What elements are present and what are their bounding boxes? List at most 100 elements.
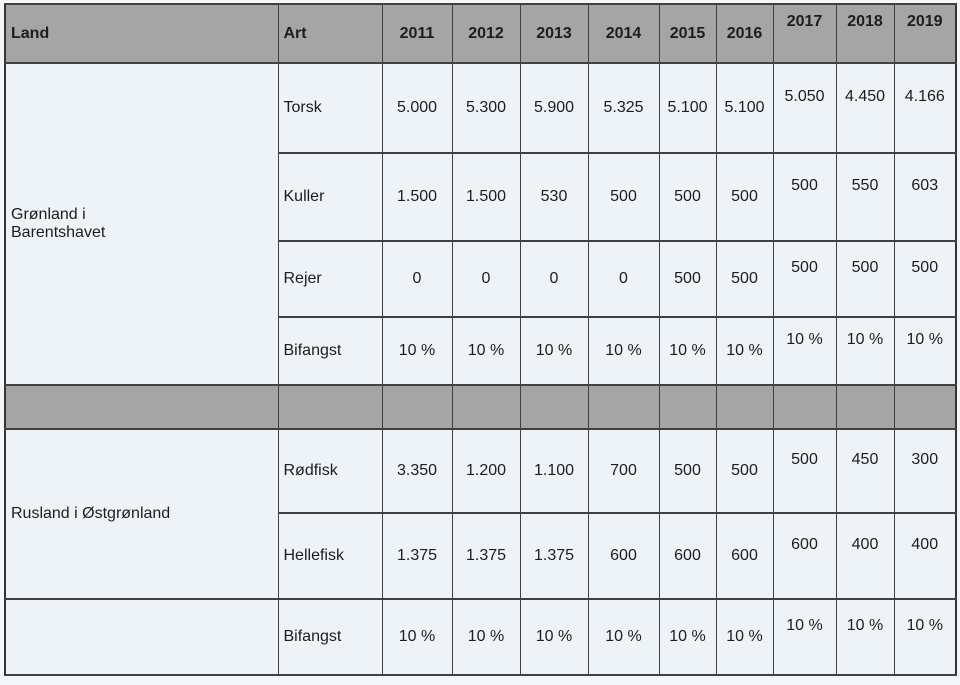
art-cell: Rejer [277, 240, 383, 318]
value-cell: 600 [772, 512, 837, 600]
column-header-2019: 2019 [893, 3, 957, 64]
value-cell: 1.375 [519, 512, 589, 600]
value-cell: 10 % [835, 598, 895, 676]
separator-cell [658, 384, 717, 430]
value-cell: 10 % [381, 598, 453, 676]
value-cell: 600 [715, 512, 774, 600]
value-cell: 10 % [835, 316, 895, 386]
column-header-2013: 2013 [519, 3, 589, 64]
land-cell-empty [4, 598, 279, 676]
value-cell: 500 [658, 240, 717, 318]
value-cell: 500 [772, 152, 837, 242]
value-cell: 10 % [715, 598, 774, 676]
value-cell: 500 [715, 240, 774, 318]
value-cell: 10 % [715, 316, 774, 386]
value-cell: 1.375 [451, 512, 521, 600]
row-torsk: Grønland i Barentshavet Torsk 5.000 5.30… [4, 62, 957, 386]
value-cell: 1.375 [381, 512, 453, 600]
column-header-2012: 2012 [451, 3, 521, 64]
column-header-2016: 2016 [715, 3, 774, 64]
value-cell: 500 [772, 428, 837, 514]
value-cell: 5.050 [772, 62, 837, 154]
value-cell: 500 [587, 152, 660, 242]
value-cell: 10 % [451, 316, 521, 386]
art-cell: Hellefisk [277, 512, 383, 600]
value-cell: 500 [715, 428, 774, 514]
value-cell: 450 [835, 428, 895, 514]
value-cell: 500 [772, 240, 837, 318]
separator-cell [451, 384, 521, 430]
separator-cell [277, 384, 383, 430]
value-cell: 0 [451, 240, 521, 318]
value-cell: 10 % [772, 598, 837, 676]
column-header-2015: 2015 [658, 3, 717, 64]
value-cell: 10 % [451, 598, 521, 676]
value-cell: 4.166 [893, 62, 957, 154]
column-header-2011: 2011 [381, 3, 453, 64]
row-rodfisk: Rusland i Østgrønland Rødfisk 3.350 1.20… [4, 428, 957, 600]
separator-cell [4, 384, 279, 430]
value-cell: 1.500 [381, 152, 453, 242]
value-cell: 500 [658, 428, 717, 514]
art-cell: Bifangst [277, 316, 383, 386]
separator-cell [835, 384, 895, 430]
value-cell: 400 [835, 512, 895, 600]
column-header-2014: 2014 [587, 3, 660, 64]
value-cell: 500 [715, 152, 774, 242]
art-cell: Bifangst [277, 598, 383, 676]
separator-cell [893, 384, 957, 430]
value-cell: 500 [658, 152, 717, 242]
art-cell: Kuller [277, 152, 383, 242]
land-cell-gronland-barentshavet: Grønland i Barentshavet [4, 62, 279, 386]
separator-cell [587, 384, 660, 430]
column-header-2017: 2017 [772, 3, 837, 64]
column-header-land: Land [4, 3, 279, 64]
value-cell: 1.500 [451, 152, 521, 242]
value-cell: 5.100 [658, 62, 717, 154]
art-cell: Torsk [277, 62, 383, 154]
row-bifangst-rusland: Bifangst 10 % 10 % 10 % 10 % 10 % 10 % 1… [4, 598, 957, 676]
land-cell-rusland-ostgronland: Rusland i Østgrønland [4, 428, 279, 600]
separator-cell [381, 384, 453, 430]
value-cell: 0 [587, 240, 660, 318]
value-cell: 0 [381, 240, 453, 318]
column-header-art: Art [277, 3, 383, 64]
value-cell: 10 % [658, 316, 717, 386]
value-cell: 700 [587, 428, 660, 514]
value-cell: 603 [893, 152, 957, 242]
value-cell: 500 [835, 240, 895, 318]
value-cell: 400 [893, 512, 957, 600]
quota-table: Land Art 2011 2012 2013 2014 2015 2016 2… [4, 3, 957, 676]
value-cell: 5.900 [519, 62, 589, 154]
value-cell: 5.325 [587, 62, 660, 154]
value-cell: 3.350 [381, 428, 453, 514]
value-cell: 1.200 [451, 428, 521, 514]
value-cell: 500 [893, 240, 957, 318]
value-cell: 600 [587, 512, 660, 600]
value-cell: 1.100 [519, 428, 589, 514]
row-bifangst-gronland: Bifangst 10 % 10 % 10 % 10 % 10 % 10 % 1… [5, 316, 957, 386]
separator-cell [519, 384, 589, 430]
value-cell: 550 [835, 152, 895, 242]
value-cell: 5.100 [715, 62, 774, 154]
value-cell: 530 [519, 152, 589, 242]
header-row: Land Art 2011 2012 2013 2014 2015 2016 2… [4, 3, 957, 64]
value-cell: 10 % [893, 598, 957, 676]
value-cell: 10 % [519, 316, 589, 386]
value-cell: 5.300 [451, 62, 521, 154]
value-cell: 10 % [519, 598, 589, 676]
separator-cell [715, 384, 774, 430]
value-cell: 600 [658, 512, 717, 600]
value-cell: 5.000 [381, 62, 453, 154]
row-hellefisk: Hellefisk 1.375 1.375 1.375 600 600 600 … [5, 512, 957, 600]
value-cell: 10 % [587, 598, 660, 676]
separator-row [4, 384, 957, 430]
separator-cell [772, 384, 837, 430]
value-cell: 10 % [587, 316, 660, 386]
column-header-2018: 2018 [835, 3, 895, 64]
value-cell: 4.450 [835, 62, 895, 154]
row-kuller: Kuller 1.500 1.500 530 500 500 500 500 5… [5, 152, 957, 242]
row-rejer: Rejer 0 0 0 0 500 500 500 500 500 [5, 240, 957, 318]
value-cell: 0 [519, 240, 589, 318]
value-cell: 10 % [658, 598, 717, 676]
